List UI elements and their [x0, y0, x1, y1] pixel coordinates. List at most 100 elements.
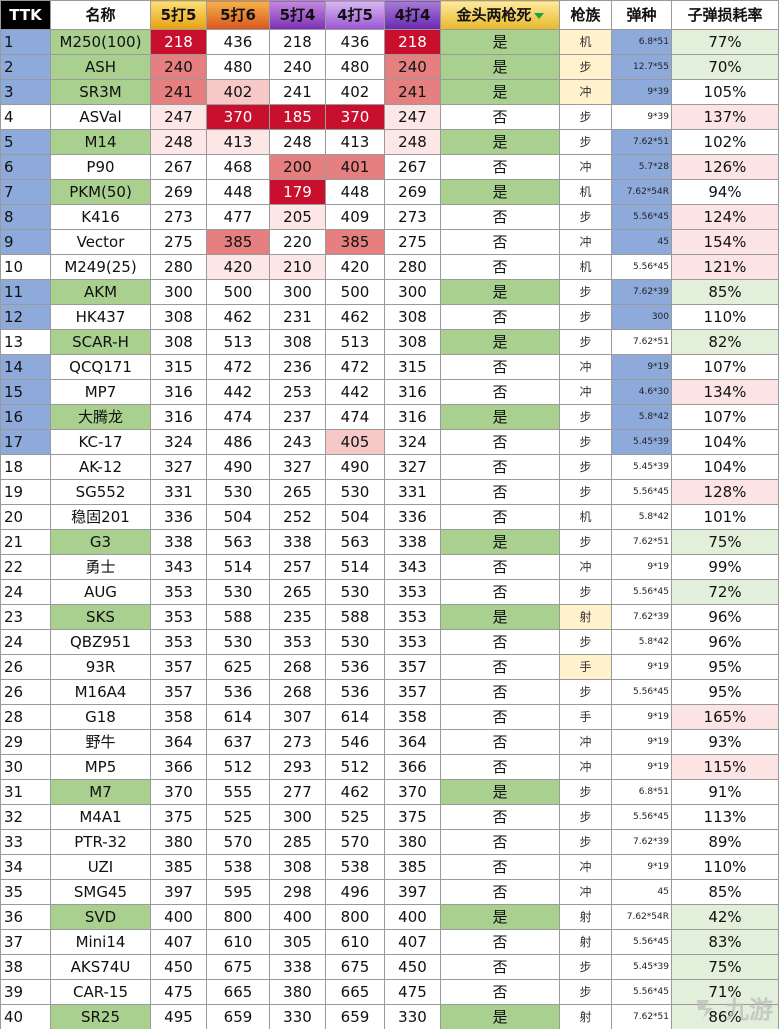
ttk-5v4-cell[interactable]: 218	[269, 29, 326, 55]
ttk-4v5-cell[interactable]: 402	[325, 79, 385, 105]
weapon-name-cell[interactable]: Vector	[50, 229, 151, 255]
ttk-5v4-cell[interactable]: 298	[269, 879, 326, 905]
weapon-class-cell[interactable]: 机	[559, 254, 612, 280]
ammo-type-cell[interactable]: 5.56*45	[611, 979, 672, 1005]
weapon-name-cell[interactable]: SG552	[50, 479, 151, 505]
ttk-5v5-cell[interactable]: 370	[150, 779, 207, 805]
ttk-4v4-cell[interactable]: 324	[384, 429, 441, 455]
ttk-5v5-cell[interactable]: 218	[150, 29, 207, 55]
ammo-loss-rate-cell[interactable]: 72%	[671, 579, 779, 605]
ttk-5v5-cell[interactable]: 400	[150, 904, 207, 930]
ttk-4v5-cell[interactable]: 563	[325, 529, 385, 555]
weapon-class-cell[interactable]: 冲	[559, 354, 612, 380]
header-5v5[interactable]: 5打5	[150, 0, 207, 30]
ttk-5v6-cell[interactable]: 659	[206, 1004, 270, 1029]
ttk-5v4-cell[interactable]: 268	[269, 654, 326, 680]
row-index-cell[interactable]: 14	[0, 354, 51, 380]
row-index-cell[interactable]: 39	[0, 979, 51, 1005]
ammo-type-cell[interactable]: 5.7*28	[611, 154, 672, 180]
ttk-5v4-cell[interactable]: 308	[269, 854, 326, 880]
ttk-4v5-cell[interactable]: 675	[325, 954, 385, 980]
weapon-name-cell[interactable]: SR3M	[50, 79, 151, 105]
ttk-5v4-cell[interactable]: 235	[269, 604, 326, 630]
table-row[interactable]: 3 SR3M 241 402 241 402 241 是冲 9*39 105%	[0, 79, 779, 105]
row-index-cell[interactable]: 16	[0, 404, 51, 430]
ttk-5v4-cell[interactable]: 265	[269, 479, 326, 505]
header-5v4[interactable]: 5打4	[269, 0, 326, 30]
header-ammo[interactable]: 弹种	[611, 0, 672, 30]
weapon-name-cell[interactable]: ASVal	[50, 104, 151, 130]
ttk-5v4-cell[interactable]: 308	[269, 329, 326, 355]
weapon-name-cell[interactable]: MP7	[50, 379, 151, 405]
weapon-class-cell[interactable]: 步	[559, 54, 612, 80]
ammo-type-cell[interactable]: 7.62*39	[611, 829, 672, 855]
weapon-name-cell[interactable]: UZI	[50, 854, 151, 880]
table-row[interactable]: 22 勇士 343 514 257 514 343 否冲 9*19 99%	[0, 554, 779, 580]
ttk-4v5-cell[interactable]: 614	[325, 704, 385, 730]
ttk-5v4-cell[interactable]: 241	[269, 79, 326, 105]
ttk-5v5-cell[interactable]: 273	[150, 204, 207, 230]
ttk-4v4-cell[interactable]: 338	[384, 529, 441, 555]
ttk-4v5-cell[interactable]: 513	[325, 329, 385, 355]
weapon-name-cell[interactable]: SKS	[50, 604, 151, 630]
ammo-type-cell[interactable]: 7.62*51	[611, 1004, 672, 1029]
table-row[interactable]: 32 M4A1 375 525 300 525 375 否步 5.56*45 113%	[0, 804, 779, 830]
ttk-4v4-cell[interactable]: 353	[384, 629, 441, 655]
ttk-4v5-cell[interactable]: 530	[325, 579, 385, 605]
ttk-5v6-cell[interactable]: 402	[206, 79, 270, 105]
table-row[interactable]: 2 ASH 240 480 240 480 240 是步 12.7*55 70%	[0, 54, 779, 80]
ttk-4v4-cell[interactable]: 315	[384, 354, 441, 380]
ttk-5v5-cell[interactable]: 300	[150, 279, 207, 305]
table-row[interactable]: 19 SG552 331 530 265 530 331 否步 5.56*45 128%	[0, 479, 779, 505]
weapon-name-cell[interactable]: M14	[50, 129, 151, 155]
row-index-cell[interactable]: 10	[0, 254, 51, 280]
ttk-5v6-cell[interactable]: 588	[206, 604, 270, 630]
ttk-5v6-cell[interactable]: 538	[206, 854, 270, 880]
gold-head-cell[interactable]: 是	[440, 54, 560, 80]
ttk-4v4-cell[interactable]: 385	[384, 854, 441, 880]
table-row[interactable]: 12 HK437 308 462 231 462 308 否步 300 110%	[0, 304, 779, 330]
ammo-type-cell[interactable]: 5.56*45	[611, 579, 672, 605]
row-index-cell[interactable]: 8	[0, 204, 51, 230]
ttk-4v5-cell[interactable]: 536	[325, 654, 385, 680]
ammo-loss-rate-cell[interactable]: 134%	[671, 379, 779, 405]
ttk-4v4-cell[interactable]: 308	[384, 329, 441, 355]
ttk-4v4-cell[interactable]: 353	[384, 604, 441, 630]
ttk-5v5-cell[interactable]: 397	[150, 879, 207, 905]
ttk-4v4-cell[interactable]: 370	[384, 779, 441, 805]
weapon-name-cell[interactable]: SCAR-H	[50, 329, 151, 355]
ttk-4v5-cell[interactable]: 480	[325, 54, 385, 80]
table-row[interactable]: 15 MP7 316 442 253 442 316 否冲 4.6*30 134%	[0, 379, 779, 405]
ttk-5v4-cell[interactable]: 400	[269, 904, 326, 930]
ttk-4v5-cell[interactable]: 420	[325, 254, 385, 280]
ammo-loss-rate-cell[interactable]: 154%	[671, 229, 779, 255]
weapon-name-cell[interactable]: KC-17	[50, 429, 151, 455]
weapon-class-cell[interactable]: 冲	[559, 229, 612, 255]
gold-head-cell[interactable]: 是	[440, 129, 560, 155]
ttk-4v4-cell[interactable]: 275	[384, 229, 441, 255]
ttk-4v4-cell[interactable]: 375	[384, 804, 441, 830]
table-row[interactable]: 40 SR25 495 659 330 659 330 是射 7.62*51 86%	[0, 1004, 779, 1029]
gold-head-cell[interactable]: 否	[440, 754, 560, 780]
ammo-loss-rate-cell[interactable]: 110%	[671, 854, 779, 880]
row-index-cell[interactable]: 31	[0, 779, 51, 805]
ttk-5v6-cell[interactable]: 513	[206, 329, 270, 355]
ttk-4v5-cell[interactable]: 405	[325, 429, 385, 455]
ttk-4v4-cell[interactable]: 336	[384, 504, 441, 530]
ttk-4v5-cell[interactable]: 370	[325, 104, 385, 130]
weapon-name-cell[interactable]: AUG	[50, 579, 151, 605]
ttk-5v4-cell[interactable]: 179	[269, 179, 326, 205]
ammo-loss-rate-cell[interactable]: 94%	[671, 179, 779, 205]
weapon-name-cell[interactable]: Mini14	[50, 929, 151, 955]
ttk-5v4-cell[interactable]: 293	[269, 754, 326, 780]
ttk-5v4-cell[interactable]: 273	[269, 729, 326, 755]
ammo-loss-rate-cell[interactable]: 42%	[671, 904, 779, 930]
ttk-4v4-cell[interactable]: 316	[384, 379, 441, 405]
weapon-class-cell[interactable]: 冲	[559, 754, 612, 780]
ttk-4v5-cell[interactable]: 512	[325, 754, 385, 780]
ammo-type-cell[interactable]: 45	[611, 229, 672, 255]
table-row[interactable]: 26 M16A4 357 536 268 536 357 否步 5.56*45 95%	[0, 679, 779, 705]
gold-head-cell[interactable]: 否	[440, 304, 560, 330]
ammo-type-cell[interactable]: 7.62*51	[611, 529, 672, 555]
row-index-cell[interactable]: 38	[0, 954, 51, 980]
